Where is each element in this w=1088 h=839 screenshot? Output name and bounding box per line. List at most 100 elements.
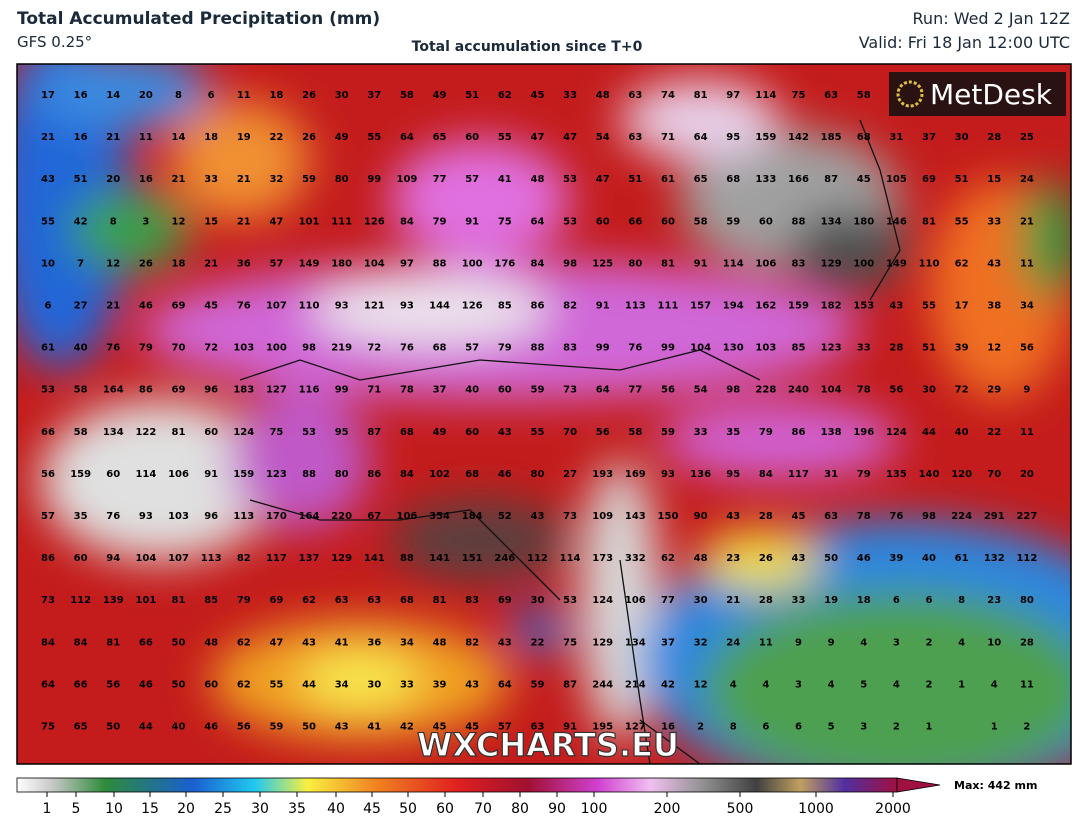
grid-value: 35 [74,511,88,522]
grid-value: 135 [886,469,907,480]
grid-value: 45 [530,90,544,101]
grid-value: 43 [889,301,903,312]
grid-value: 33 [987,216,1001,227]
colorbar-label: 100 [581,801,608,817]
grid-value: 332 [625,553,646,564]
grid-value: 291 [984,511,1005,522]
grid-value: 51 [922,343,936,354]
grid-value: 73 [563,511,577,522]
grid-value: 69 [922,174,936,185]
grid-value: 58 [694,216,708,227]
grid-value: 99 [335,385,349,396]
grid-value: 184 [462,511,483,522]
grid-value: 185 [821,132,842,143]
grid-value: 43 [726,511,740,522]
grid-value: 100 [462,258,483,269]
grid-value: 72 [955,385,969,396]
grid-value: 66 [74,679,88,690]
grid-value: 47 [269,216,283,227]
grid-value: 127 [266,385,287,396]
grid-value: 46 [139,301,153,312]
grid-value: 40 [922,553,936,564]
grid-value: 47 [596,174,610,185]
grid-value: 69 [498,595,512,606]
grid-value: 106 [396,511,417,522]
grid-value: 170 [266,511,287,522]
grid-value: 56 [106,679,120,690]
grid-value: 109 [396,174,417,185]
grid-value: 169 [625,469,646,480]
grid-value: 126 [462,301,483,312]
grid-value: 34 [335,679,349,690]
grid-value: 113 [201,553,222,564]
grid-value: 91 [596,301,610,312]
grid-value: 62 [302,595,316,606]
grid-value: 133 [755,174,776,185]
grid-value: 82 [563,301,577,312]
grid-value: 183 [233,385,254,396]
grid-value: 56 [1020,343,1034,354]
grid-value: 94 [106,553,120,564]
grid-value: 117 [266,553,287,564]
grid-value: 228 [755,385,776,396]
grid-value: 29 [987,385,1001,396]
grid-value: 53 [41,385,55,396]
grid-value: 65 [74,722,88,733]
grid-value: 113 [625,301,646,312]
grid-value: 84 [41,637,55,648]
grid-value: 33 [857,343,871,354]
grid-value: 95 [726,132,740,143]
grid-value: 8 [110,216,117,227]
grid-value: 59 [530,679,544,690]
grid-value: 56 [237,722,251,733]
grid-value: 35 [726,427,740,438]
colorbar-label: 15 [141,801,159,817]
grid-value: 66 [41,427,55,438]
grid-value: 79 [433,216,447,227]
grid-value: 86 [41,553,55,564]
grid-value: 79 [498,343,512,354]
grid-value: 21 [726,595,740,606]
grid-value: 99 [596,343,610,354]
grid-value: 30 [922,385,936,396]
grid-value: 1 [958,679,965,690]
grid-value: 15 [987,174,1001,185]
grid-value: 81 [694,90,708,101]
grid-value: 126 [364,216,385,227]
grid-value: 12 [694,679,708,690]
grid-value: 69 [172,301,186,312]
grid-value: 4 [893,679,900,690]
grid-value: 45 [433,722,447,733]
grid-value: 93 [335,301,349,312]
grid-value: 22 [530,637,544,648]
grid-value: 10 [41,258,55,269]
grid-value: 52 [498,511,512,522]
grid-value: 110 [919,258,940,269]
title: Total Accumulated Precipitation (mm) [17,9,380,29]
grid-value: 104 [690,343,711,354]
grid-value: 153 [853,301,874,312]
grid-value: 101 [299,216,320,227]
grid-value: 132 [984,553,1005,564]
grid-value: 20 [106,174,120,185]
grid-value: 75 [792,90,806,101]
grid-value: 4 [762,679,769,690]
grid-value: 2 [926,637,933,648]
grid-value: 114 [723,258,744,269]
grid-value: 73 [563,385,577,396]
grid-value: 46 [857,553,871,564]
grid-value: 100 [266,343,287,354]
grid-value: 40 [172,722,186,733]
grid-value: 4 [958,637,965,648]
grid-value: 58 [857,90,871,101]
grid-value: 73 [41,595,55,606]
grid-value: 127 [625,722,646,733]
grid-value: 11 [1020,427,1034,438]
grid-value: 21 [106,301,120,312]
grid-value: 60 [661,216,675,227]
grid-value: 129 [821,258,842,269]
grid-value: 74 [661,90,675,101]
grid-value: 91 [204,469,218,480]
run: Run: Wed 2 Jan 12Z [913,9,1071,28]
